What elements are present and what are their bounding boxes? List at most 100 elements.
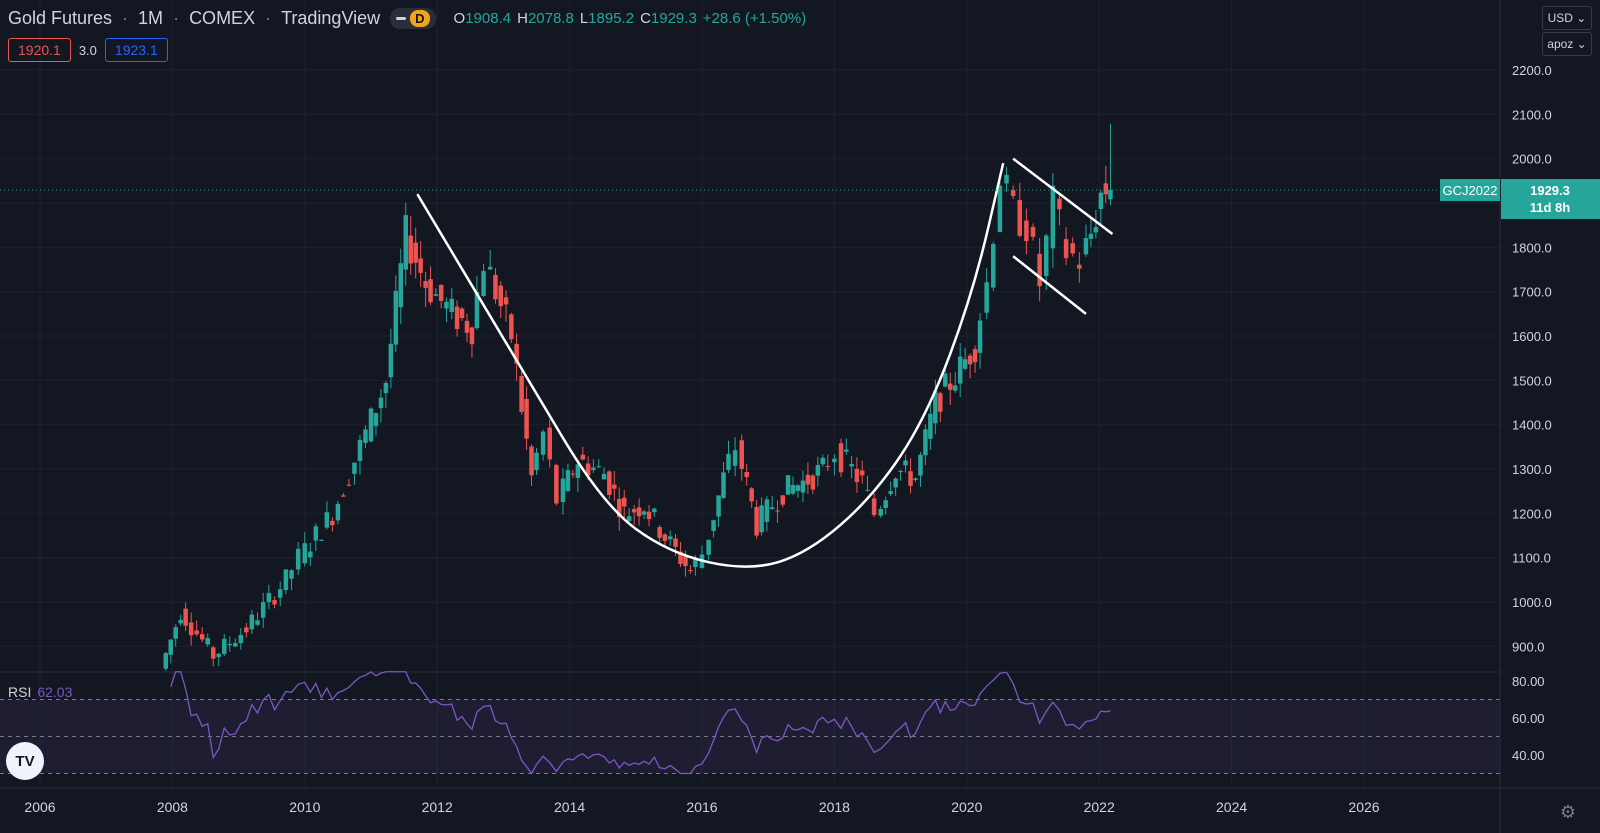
rsi-legend: RSI 62.03	[8, 684, 72, 700]
candle	[754, 507, 759, 536]
candle	[188, 622, 194, 636]
x-tick-label: 2016	[686, 799, 717, 815]
close-value: 1929.3	[650, 10, 697, 27]
symbol-name[interactable]: Gold Futures	[8, 8, 113, 28]
low-value: 1895.2	[588, 10, 635, 27]
candle	[233, 643, 238, 647]
candle	[943, 373, 948, 387]
candle	[769, 507, 775, 510]
candle	[503, 297, 509, 305]
rsi-value: 62.03	[37, 684, 73, 700]
candle	[607, 471, 612, 495]
y-tick-label: 1100.0	[1512, 551, 1551, 566]
candle	[580, 454, 586, 460]
exchange: COMEX	[189, 8, 256, 28]
channel-upper-line	[1012, 157, 1114, 236]
buy-price-button[interactable]: 1923.1	[104, 38, 168, 62]
candle	[780, 495, 786, 505]
rsi-line	[170, 671, 1111, 775]
candle	[844, 449, 849, 452]
candle	[289, 570, 294, 579]
candle	[888, 491, 893, 494]
candle	[1024, 220, 1029, 242]
candle	[732, 450, 738, 466]
high-value: 2078.8	[527, 10, 574, 27]
candle	[238, 634, 244, 644]
candle	[163, 653, 169, 669]
candle	[277, 589, 283, 598]
y-tick-label: 1600.0	[1512, 329, 1552, 344]
candle	[795, 485, 801, 491]
y-tick-label: 2200.0	[1512, 63, 1552, 78]
sell-price-button[interactable]: 1920.1	[8, 38, 71, 62]
spread-value: 3.0	[78, 42, 97, 58]
candle	[547, 427, 552, 460]
candle	[759, 505, 764, 533]
rsi-title[interactable]: RSI	[8, 684, 32, 700]
candle	[805, 474, 811, 485]
candle	[438, 284, 444, 301]
candle	[810, 475, 816, 490]
candle	[393, 290, 399, 345]
candle	[928, 413, 933, 439]
candle	[454, 306, 460, 329]
x-tick-label: 2018	[819, 799, 850, 815]
candle	[474, 291, 480, 329]
candle	[459, 308, 465, 319]
candle	[1093, 226, 1099, 233]
candle	[368, 408, 374, 442]
y-tick-label: 1700.0	[1512, 285, 1552, 300]
collapse-icon[interactable]	[396, 17, 407, 20]
cup-curve	[416, 162, 1005, 568]
y-tick-label: 1000.0	[1512, 595, 1552, 610]
candle	[408, 235, 413, 264]
candle	[383, 382, 389, 394]
candle	[693, 557, 698, 568]
currency-select[interactable]: USD ⌄	[1542, 6, 1592, 30]
candle	[948, 383, 953, 390]
candle	[199, 634, 205, 640]
candle	[893, 478, 898, 488]
candle	[378, 397, 384, 409]
candle	[1017, 200, 1023, 236]
candle	[222, 638, 227, 654]
x-tick-label: 2008	[157, 799, 188, 815]
candle	[962, 359, 968, 369]
candle	[464, 320, 470, 333]
candle	[1070, 243, 1075, 254]
candle	[952, 385, 958, 391]
candle	[524, 398, 529, 439]
candle	[244, 627, 249, 633]
candle	[854, 468, 860, 483]
y-tick-label: 1400.0	[1512, 418, 1552, 433]
candle	[335, 503, 341, 521]
candle	[749, 488, 754, 502]
candle	[631, 509, 637, 513]
candle	[540, 431, 546, 455]
scale-select[interactable]: apoz ⌄	[1542, 32, 1592, 56]
legend-toggle-pill[interactable]: D	[390, 8, 436, 29]
interval[interactable]: 1M	[138, 8, 164, 28]
candle	[716, 495, 721, 517]
rsi-tick-label: 60.00	[1512, 711, 1545, 726]
candle	[957, 356, 963, 384]
candle	[938, 393, 943, 412]
candle	[575, 464, 581, 478]
candle	[255, 620, 260, 625]
candle	[825, 466, 831, 468]
gear-icon[interactable]: ⚙	[1559, 802, 1576, 822]
rsi-tick-label: 40.00	[1512, 748, 1545, 763]
candle	[1004, 174, 1009, 184]
candle	[205, 638, 210, 645]
candle	[570, 473, 576, 475]
candle	[626, 516, 632, 522]
candle	[1063, 239, 1069, 259]
candle	[878, 508, 883, 516]
candle	[330, 520, 335, 526]
candle	[662, 534, 668, 541]
tradingview-logo[interactable]: TV	[6, 742, 44, 780]
candle	[357, 439, 363, 462]
candle	[815, 465, 821, 476]
candle	[444, 301, 449, 309]
